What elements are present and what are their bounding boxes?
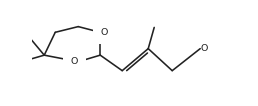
Text: O: O <box>100 28 108 37</box>
Text: O: O <box>200 44 208 53</box>
Text: O: O <box>71 57 78 66</box>
